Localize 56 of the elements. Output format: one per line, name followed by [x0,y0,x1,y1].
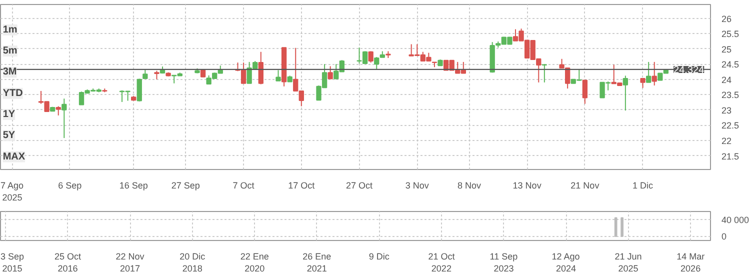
x-tick-label: 27 Oct [346,180,374,190]
x-tick-label: 26 Ene 2021 [302,252,332,274]
candlestick [646,61,652,83]
y-tick-label: 0 [722,231,727,242]
x-tick-label: 7 Ago 2025 [0,180,24,202]
x-tick-label: 27 Sep [171,180,200,190]
candlestick [136,78,142,102]
x-tick-label: 9 Dic [368,252,390,262]
annotation: 3M [2,66,17,78]
candlestick [640,78,646,88]
x-tick-label: 16 Sep [119,180,148,190]
x-tick-label: 21 Jun 2025 [614,252,642,274]
annotation: 5m [2,46,18,57]
x-tick-label: 22 Nov 2017 [116,252,145,274]
x-tick-label: 25 Oct 2016 [54,252,82,274]
x-tick-label: 13 Nov [512,180,542,190]
x-tick-label: 20 Dic 2018 [180,252,206,274]
y-tick-label: 21.5 [722,151,740,162]
candlestick [56,106,61,116]
candlestick [582,80,588,104]
candlestick [622,75,628,112]
y-tick-label: 22.5 [722,120,740,131]
candlestick [542,64,548,83]
annotation: YTD [2,88,23,99]
x-tick-label: 21 Oct 2022 [428,252,456,274]
y-tick-label: 23 [722,105,732,116]
y-tick-label: 24.5 [722,60,740,70]
annotation: MAX [2,151,26,162]
candlestick [328,66,333,80]
y-tick-label: 26 [722,14,732,24]
candlestick [258,51,264,85]
x-tick-label: 22 Ene 2020 [240,252,269,274]
y-tick-label: 23.5 [722,90,740,100]
x-tick-label: 1 Dic [632,180,654,190]
candlestick [276,70,281,82]
y-tick-label: 22 [722,136,732,146]
y-tick-label: 40 000 [722,214,750,225]
candlestick [62,98,67,139]
x-tick-label: 8 Nov [457,180,482,190]
y-tick-label: 25.5 [722,29,740,40]
annotation: 5Y [2,130,16,142]
x-tick-label: 3 Nov [405,180,430,190]
x-tick-label: 17 Oct [288,180,316,190]
x-tick-label: 21 Nov [570,180,600,190]
x-tick-label: 3 Sep 2015 [0,252,24,274]
x-tick-label: 14 Mar 2026 [676,252,705,274]
annotation: 1Y [2,109,16,120]
x-tick-label: 7 Oct [232,180,255,190]
x-tick-label: 6 Sep [58,180,82,190]
annotation: 1m [2,24,18,36]
x-tick-label: 12 Ago 2024 [552,252,580,274]
candlestick [652,61,657,86]
y-tick-label: 25 [722,44,732,54]
ref-line-label: 24.324 [674,64,705,76]
x-tick-label: 11 Sep 2023 [490,252,518,274]
y-tick-label: 24 [722,74,732,85]
